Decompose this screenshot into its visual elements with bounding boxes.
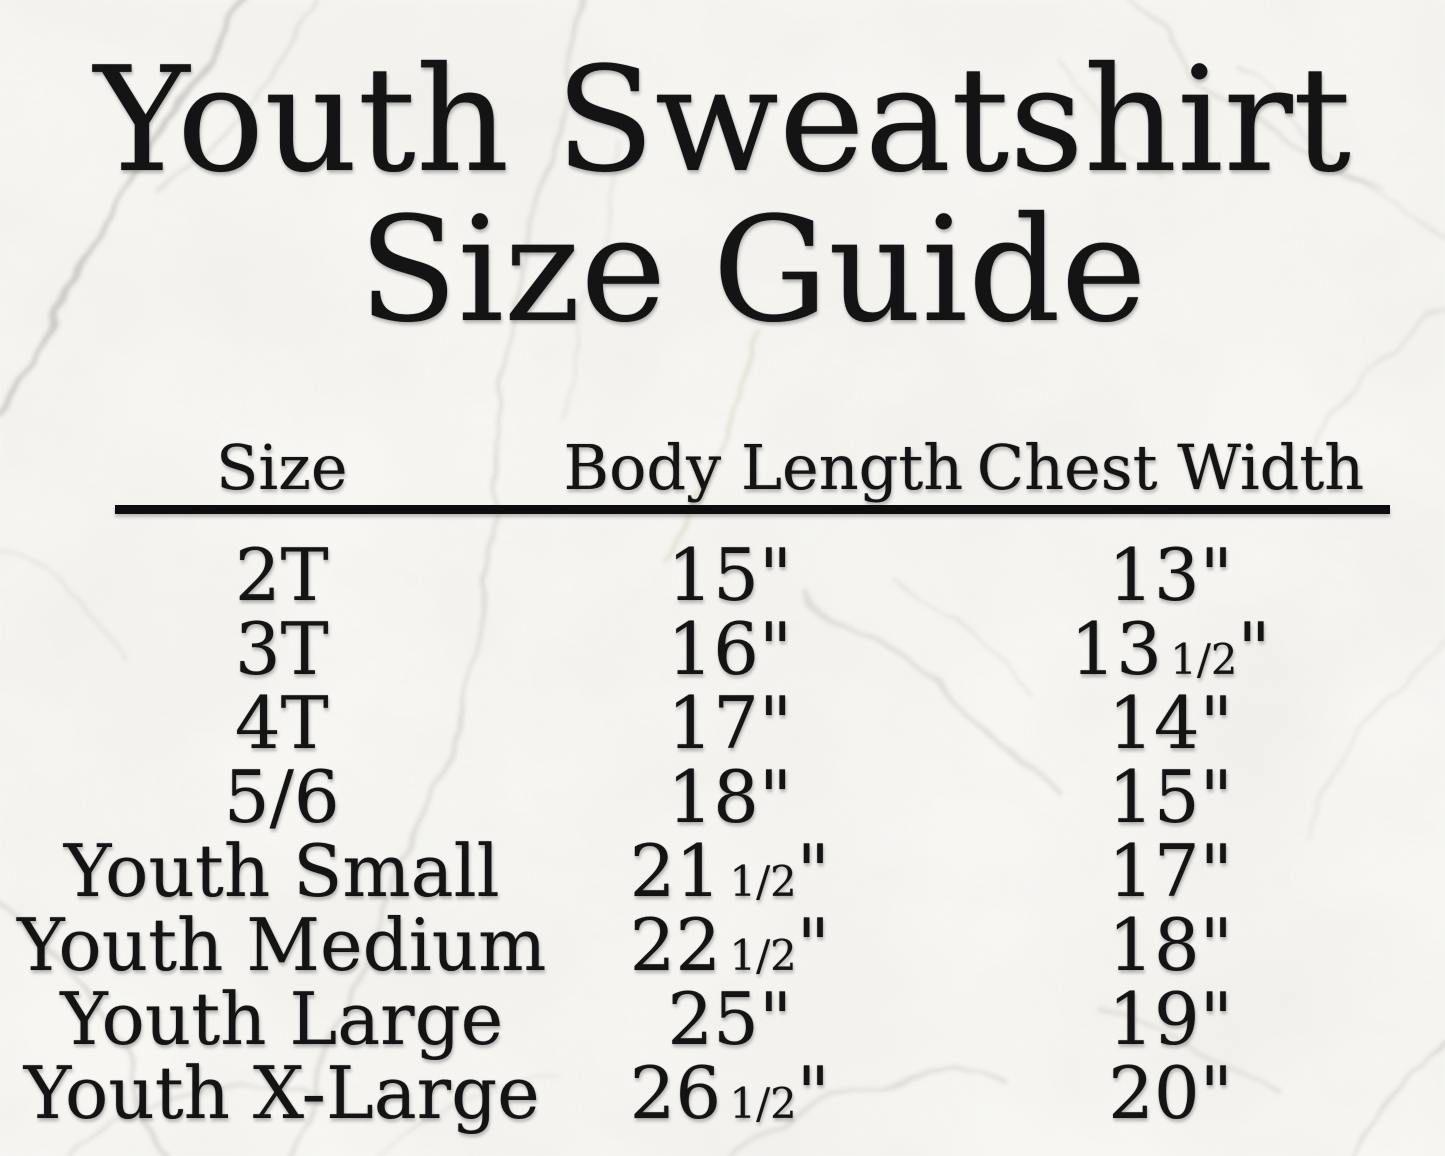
chest-width-value: 14 — [1108, 681, 1200, 765]
size-guide-table: 2T 15" 13" 3T 16" 13 1/2" 4T 17" 14" 5/6 … — [0, 538, 1445, 1130]
inch-mark: " — [796, 829, 830, 913]
body-length-value: 18 — [667, 755, 759, 839]
body-length-cell: 17" — [564, 686, 896, 760]
inch-mark: " — [1199, 977, 1233, 1061]
table-header-row: Size Body Length Chest Width — [0, 437, 1445, 499]
header-rule — [115, 505, 1390, 514]
size-cell: Youth Large — [60, 977, 504, 1061]
inch-mark: " — [758, 533, 793, 617]
table-row: Youth Medium 22 1/2" 18" — [0, 908, 1445, 982]
header-body-length: Body Length — [563, 431, 964, 504]
inch-mark: " — [758, 977, 793, 1061]
inch-mark: " — [1199, 755, 1233, 839]
chest-width-cell: 15" — [896, 760, 1445, 834]
chest-width-cell: 19" — [896, 982, 1445, 1056]
chest-width-cell: 18" — [896, 908, 1445, 993]
size-cell: Youth Small — [63, 829, 500, 913]
inch-mark: " — [1199, 1051, 1233, 1135]
inch-mark: " — [796, 903, 830, 987]
body-length-cell: 15" — [564, 538, 896, 612]
chest-width-cell: 20" — [896, 1056, 1445, 1141]
table-row: 2T 15" 13" — [0, 538, 1445, 612]
chest-width-cell: 17" — [896, 834, 1445, 919]
inch-mark: " — [1199, 533, 1233, 617]
size-cell: 4T — [234, 681, 329, 765]
body-length-cell: 25" — [564, 982, 896, 1056]
body-length-cell: 26 1/2" — [564, 1056, 896, 1141]
body-length-cell: 22 1/2" — [564, 908, 896, 993]
body-length-value: 22 — [629, 903, 722, 987]
chest-width-cell: 13 1/2" — [896, 612, 1445, 697]
body-length-cell: 18" — [564, 760, 896, 834]
inch-mark: " — [758, 681, 793, 765]
body-length-cell: 16" — [564, 612, 896, 697]
body-length-value: 16 — [667, 607, 759, 691]
body-length-value: 25 — [667, 977, 759, 1061]
size-cell: Youth X-Large — [23, 1051, 540, 1135]
chest-width-value: 18 — [1108, 903, 1200, 987]
chest-width-value: 13 — [1108, 533, 1200, 617]
chest-width-cell: 14" — [896, 686, 1445, 760]
table-row: 5/6 18" 15" — [0, 760, 1445, 834]
inch-mark: " — [1199, 681, 1233, 765]
inch-mark: " — [1237, 607, 1271, 691]
inch-mark: " — [1199, 829, 1233, 913]
fraction: 1/2 — [1170, 635, 1238, 684]
size-cell: 3T — [234, 607, 329, 691]
inch-mark: " — [758, 607, 793, 691]
table-row: Youth Large 25" 19" — [0, 982, 1445, 1056]
size-cell: Youth Medium — [17, 903, 547, 987]
chest-width-value: 15 — [1108, 755, 1200, 839]
chest-width-value: 20 — [1108, 1051, 1200, 1135]
chest-width-value: 17 — [1108, 829, 1200, 913]
page-title-line1: Youth Sweatshirt — [93, 36, 1352, 205]
body-length-cell: 21 1/2" — [564, 834, 896, 919]
body-length-value: 17 — [667, 681, 759, 765]
header-chest-width: Chest Width — [976, 431, 1365, 504]
fraction: 1/2 — [729, 931, 797, 980]
size-cell: 2T — [234, 533, 329, 617]
page-title-line2: Size Guide — [358, 186, 1147, 355]
inch-mark: " — [1199, 903, 1233, 987]
body-length-value: 15 — [667, 533, 759, 617]
chest-width-cell: 13" — [896, 538, 1445, 612]
size-cell: 5/6 — [223, 755, 340, 839]
body-length-value: 21 — [629, 829, 722, 913]
table-row: Youth Small 21 1/2" 17" — [0, 834, 1445, 908]
inch-mark: " — [796, 1051, 830, 1135]
fraction: 1/2 — [729, 1079, 797, 1128]
body-length-value: 26 — [629, 1051, 722, 1135]
table-row: Youth X-Large 26 1/2" 20" — [0, 1056, 1445, 1130]
chest-width-value: 19 — [1108, 977, 1200, 1061]
chest-width-value: 13 — [1070, 607, 1162, 691]
header-size: Size — [215, 431, 348, 504]
inch-mark: " — [758, 755, 793, 839]
table-row: 4T 17" 14" — [0, 686, 1445, 760]
table-row: 3T 16" 13 1/2" — [0, 612, 1445, 686]
fraction: 1/2 — [729, 857, 797, 906]
